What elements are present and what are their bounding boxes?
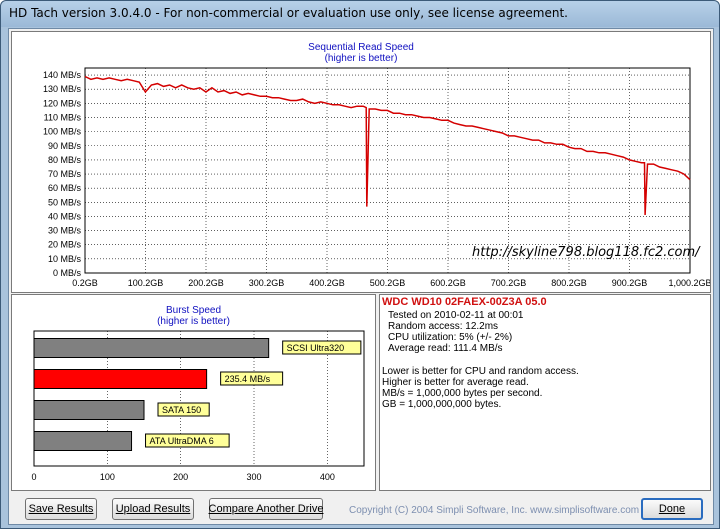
read-y-tick-label: 50 MB/s <box>48 197 82 207</box>
burst-bar-label: SCSI Ultra320 <box>287 343 345 353</box>
read-y-tick-label: 110 MB/s <box>44 112 82 122</box>
compare-drive-label: Compare Another Drive <box>208 503 324 515</box>
read-y-tick-label: 60 MB/s <box>48 183 82 193</box>
copyright-text: Copyright (C) 2004 Simpli Software, Inc.… <box>349 505 640 516</box>
note-line-1: Lower is better for CPU and random acces… <box>382 366 579 377</box>
burst-bar <box>33 400 145 420</box>
burst-bar-label: ATA UltraDMA 6 <box>150 436 214 446</box>
burst-x-tick-label: 100 <box>100 472 115 482</box>
cpu-utilization: CPU utilization: 5% (+/- 2%) <box>388 332 513 343</box>
read-y-tick-label: 0 MB/s <box>53 268 82 278</box>
burst-chart-x-ticks: 0 100 200 300 400 <box>31 472 334 482</box>
read-chart-x-ticks: 0.2GB 100.2GB 200.2GB 300.2GB 400.2GB 500.2GB… <box>72 278 710 288</box>
read-x-tick-label: 400.2GB <box>309 278 345 288</box>
read-y-tick-label: 80 MB/s <box>48 155 82 165</box>
read-y-tick-label: 70 MB/s <box>48 169 82 179</box>
test-date: Tested on 2010-02-11 at 00:01 <box>388 310 524 321</box>
burst-chart-bars: SCSI Ultra320 235.4 MB/s SATA 150 ATA Ultra… <box>33 338 362 451</box>
read-y-tick-label: 130 MB/s <box>43 84 82 94</box>
upload-results-button[interactable]: Upload Results <box>112 498 194 520</box>
read-chart-title: Sequential Read Speed <box>308 42 414 53</box>
compare-drive-button[interactable]: Compare Another Drive <box>209 498 323 520</box>
read-y-tick-label: 120 MB/s <box>43 98 82 108</box>
burst-bar <box>33 431 133 451</box>
burst-x-tick-label: 200 <box>173 472 188 482</box>
results-info-panel: WDC WD10 02FAEX-00Z3A 05.0 Tested on 201… <box>379 294 711 491</box>
read-chart-y-ticks: 140 MB/s 130 MB/s 120 MB/s 110 MB/s 100 MB/s… <box>43 70 82 278</box>
read-x-tick-label: 100.2GB <box>128 278 164 288</box>
read-x-tick-label: 500.2GB <box>370 278 406 288</box>
burst-bar <box>33 338 270 358</box>
read-chart: 140 MB/s 130 MB/s 120 MB/s 110 MB/s 100 MB/s… <box>43 67 710 288</box>
watermark-text: http://skyline798.blog118.fc2.com/ <box>472 245 701 260</box>
read-y-tick-label: 20 MB/s <box>48 240 82 250</box>
read-x-tick-label: 800.2GB <box>551 278 587 288</box>
burst-chart-title: Burst Speed <box>165 305 222 316</box>
read-y-tick-label: 100 MB/s <box>43 127 82 137</box>
upload-results-label: Upload Results <box>115 503 191 515</box>
read-x-tick-label: 900.2GB <box>612 278 648 288</box>
read-x-tick-label: 300.2GB <box>249 278 285 288</box>
client-area: Sequential Read Speed (higher is better)… <box>8 28 714 525</box>
burst-chart-panel: Burst Speed (higher is better) SCSI Ultr… <box>11 294 376 491</box>
burst-chart: SCSI Ultra320 235.4 MB/s SATA 150 ATA Ultra… <box>31 330 365 482</box>
burst-bar-label-box <box>157 402 210 417</box>
read-x-tick-label: 600.2GB <box>430 278 466 288</box>
read-chart-panel: Sequential Read Speed (higher is better)… <box>11 31 711 293</box>
drive-model: WDC WD10 02FAEX-00Z3A 05.0 <box>382 296 547 308</box>
read-y-tick-label: 40 MB/s <box>48 211 82 221</box>
save-results-label: Save Results <box>28 503 94 515</box>
read-chart-grid <box>84 67 691 274</box>
note-line-3: MB/s = 1,000,000 bytes per second. <box>382 388 543 399</box>
read-y-tick-label: 90 MB/s <box>48 141 82 151</box>
window-title: HD Tach version 3.0.4.0 - For non-commer… <box>9 6 568 20</box>
burst-chart-subtitle: (higher is better) <box>157 316 230 327</box>
burst-bar-label-box <box>220 371 284 386</box>
done-button[interactable]: Done <box>641 498 703 520</box>
burst-x-tick-label: 300 <box>246 472 261 482</box>
burst-bar-label: SATA 150 <box>162 405 201 415</box>
burst-bar-label-box <box>145 433 230 448</box>
read-x-tick-label: 700.2GB <box>491 278 527 288</box>
title-bar[interactable]: HD Tach version 3.0.4.0 - For non-commer… <box>1 1 719 27</box>
read-x-tick-label: 0.2GB <box>72 278 98 288</box>
burst-bar-label-box <box>282 340 362 355</box>
read-y-tick-label: 140 MB/s <box>43 70 82 80</box>
done-label: Done <box>658 503 686 515</box>
random-access: Random access: 12.2ms <box>388 321 499 332</box>
note-line-4: GB = 1,000,000,000 bytes. <box>382 399 502 410</box>
burst-bar-label: 235.4 MB/s <box>225 374 271 384</box>
save-results-button[interactable]: Save Results <box>25 498 97 520</box>
read-y-tick-label: 10 MB/s <box>48 254 82 264</box>
average-read: Average read: 111.4 MB/s <box>388 343 503 354</box>
burst-bar <box>33 369 208 389</box>
read-x-tick-label: 200.2GB <box>188 278 224 288</box>
burst-x-tick-label: 400 <box>320 472 335 482</box>
read-y-tick-label: 30 MB/s <box>48 226 82 236</box>
burst-x-tick-label: 0 <box>31 472 36 482</box>
read-x-tick-label: 1,000.2GB <box>668 278 710 288</box>
note-line-2: Higher is better for average read. <box>382 377 529 388</box>
read-speed-line <box>84 75 691 216</box>
read-chart-subtitle: (higher is better) <box>324 53 398 64</box>
